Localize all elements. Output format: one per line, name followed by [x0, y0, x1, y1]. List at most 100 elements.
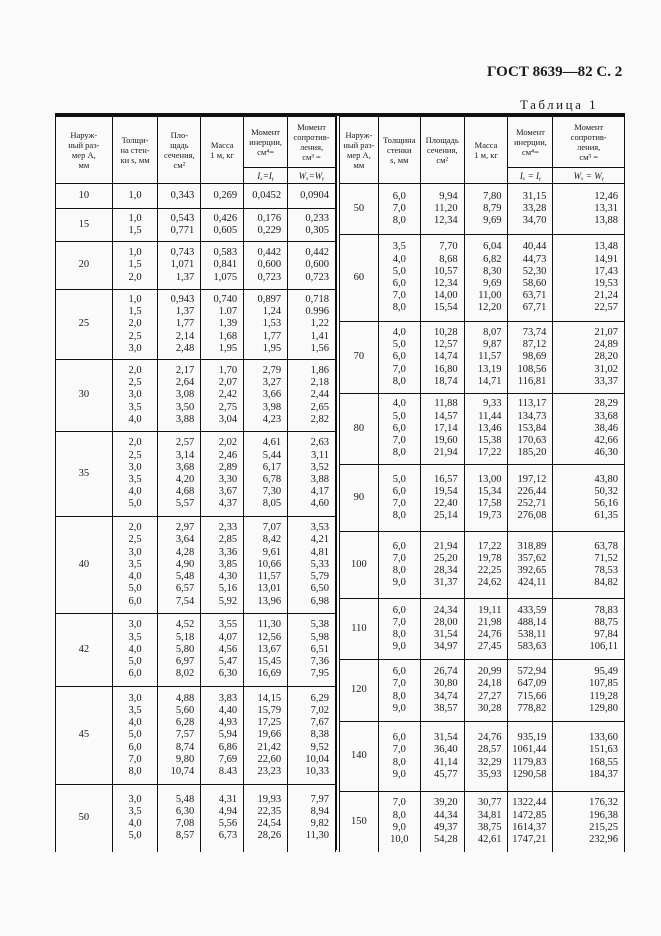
cell-value: 98,69	[522, 351, 547, 363]
cell-value: 5,98	[310, 631, 329, 643]
cell-value: 538,11	[517, 629, 547, 640]
cell-value: 2,0	[128, 318, 142, 330]
cell-value: 58,60	[522, 278, 547, 289]
cell-value: 392,65	[517, 565, 547, 576]
cell-value: 4,81	[310, 546, 329, 558]
cell-value: 0,723	[257, 271, 282, 283]
cell-value: 8,0	[128, 766, 142, 777]
cell-value: 24,76	[477, 629, 502, 640]
cell-value: 2,89	[218, 461, 238, 473]
resistance-cell: 2,63 3,11 3,52 3,88 4,17 4,60	[287, 431, 336, 517]
table-top-rule	[55, 113, 625, 116]
cell-value: 34,74	[434, 690, 458, 702]
cell-value: 8,02	[175, 668, 195, 680]
cell-value: 17,22	[477, 540, 502, 552]
cell-value: 78,83	[594, 604, 618, 616]
cell-value: 4,0	[128, 643, 142, 655]
cell-value: 2,48	[175, 342, 195, 354]
cell-value: 11,44	[478, 410, 502, 422]
cell-value: 5,79	[310, 571, 329, 583]
cell-value: 9,80	[175, 753, 195, 765]
cell-value: 24,62	[477, 577, 502, 589]
cell-value: 4,31	[218, 793, 238, 805]
table-label: Таблица 1	[520, 97, 599, 112]
cell-value: 1,53	[262, 318, 282, 330]
cell-value: 14,00	[434, 290, 458, 302]
cell-value: 41,14	[434, 756, 458, 768]
cell-value: 197,12	[517, 473, 547, 485]
cell-value: 9,69	[483, 278, 502, 289]
cell-value: 3,53	[310, 522, 329, 534]
cell-value: 0,600	[257, 259, 282, 271]
outer-size-cell: 25	[55, 289, 113, 360]
area-cell: 9,94 11,20 12,34	[419, 183, 465, 235]
cell-value: 6,97	[175, 656, 195, 668]
cell-value: 7,30	[262, 486, 282, 498]
cell-value: 1,37	[175, 306, 195, 318]
cell-value: 6,78	[262, 474, 282, 485]
cell-value: 17,14	[434, 422, 458, 434]
cell-value: 54,28	[434, 833, 458, 845]
inertia-cell: 0,442 0,600 0,723	[243, 241, 289, 290]
mass-cell: 0,426 0,605	[200, 208, 245, 242]
cell-value: 44,73	[522, 253, 547, 265]
cell-value: 87,12	[522, 339, 547, 351]
table-row-group: 50 3,0 3,5 4,0 5,0 5,48 6,30 7,08 8,57 4,31 4,94 5,…	[55, 784, 336, 852]
outer-size-cell: 80	[339, 393, 379, 465]
mass-cell: 3,55 4,07 4,56 5,47 6,30	[200, 613, 245, 687]
cell-value: 24,89	[594, 339, 618, 351]
cell-value: 3,68	[175, 461, 195, 473]
cell-value: 30,80	[434, 678, 458, 690]
cell-value: 8,74	[175, 741, 195, 753]
cell-value: 4,0	[128, 818, 142, 830]
inertia-cell: 73,74 87,12 98,69 108,56 116,81	[507, 321, 554, 394]
cell-value: 9,82	[310, 818, 329, 830]
col-header-resistance: Момент сопротив- ления, см³ =	[287, 116, 336, 168]
cell-value: 3,11	[311, 449, 329, 461]
cell-value: 488,14	[517, 616, 547, 628]
area-cell: 0,343	[157, 183, 202, 209]
cell-value: 1,0	[128, 212, 142, 224]
cell-value: 0,718	[305, 293, 329, 305]
cell-value: 8,0	[392, 690, 406, 702]
cell-value: 11,00	[478, 290, 502, 302]
cell-value: 3,5	[128, 558, 142, 570]
cell-value: 15,34	[477, 485, 502, 497]
table-row-group: 90 5,0 6,0 7,0 8,0 16,57 19,54 22,40 25,14 13,00 1…	[339, 464, 625, 532]
cell-value: 4,52	[175, 619, 195, 631]
table-row-group: 100 6,0 7,0 8,0 9,0 21,94 25,20 28,34 31,37 17,22…	[339, 531, 625, 599]
cell-value: 95,49	[594, 666, 618, 678]
cell-value: 9,0	[392, 577, 406, 589]
cell-value: 1,95	[262, 342, 282, 354]
resistance-cell: 13,48 14,91 17,43 19,53 21,24 22,57	[552, 234, 625, 322]
resistance-cell: 0,233 0,305	[287, 208, 336, 242]
cell-value: 1322,44	[512, 797, 547, 809]
cell-value: 129,80	[589, 702, 618, 714]
cell-value: 14,74	[434, 351, 458, 363]
cell-value: 2,42	[218, 389, 238, 401]
cell-value: 583,63	[517, 641, 547, 653]
cell-value: 2,17	[175, 364, 195, 376]
cell-value: 0,771	[170, 225, 195, 236]
cell-value: 5,92	[218, 595, 238, 607]
outer-size-cell: 60	[339, 234, 379, 322]
cell-value: 6,0	[392, 351, 406, 363]
cell-value: 2,44	[310, 389, 329, 401]
outer-size-cell: 45	[55, 686, 113, 785]
resistance-cell: 43,80 50,32 56,16 61,35	[552, 464, 625, 532]
area-cell: 16,57 19,54 22,40 25,14	[419, 464, 465, 532]
cell-value: 2,64	[175, 377, 195, 389]
cell-value: 9,61	[262, 546, 282, 558]
cell-value: 1,41	[310, 330, 329, 342]
area-cell: 39,20 44,34 49,37 54,28	[419, 791, 465, 852]
cell-value: 28,29	[594, 398, 618, 410]
cell-value: 3,5	[128, 704, 142, 716]
table-row-group: 150 7,0 8,0 9,0 10,0 39,20 44,34 49,37 54,28 30,7…	[339, 791, 625, 852]
cell-value: 0,229	[257, 225, 282, 236]
inertia-cell: 4,61 5,44 6,17 6,78 7,30 8,05	[243, 431, 289, 517]
cell-value: 2,07	[218, 377, 238, 389]
cell-value: 11,88	[434, 398, 458, 410]
cell-value: 4,40	[218, 704, 238, 716]
cell-value: 42,66	[594, 435, 618, 447]
